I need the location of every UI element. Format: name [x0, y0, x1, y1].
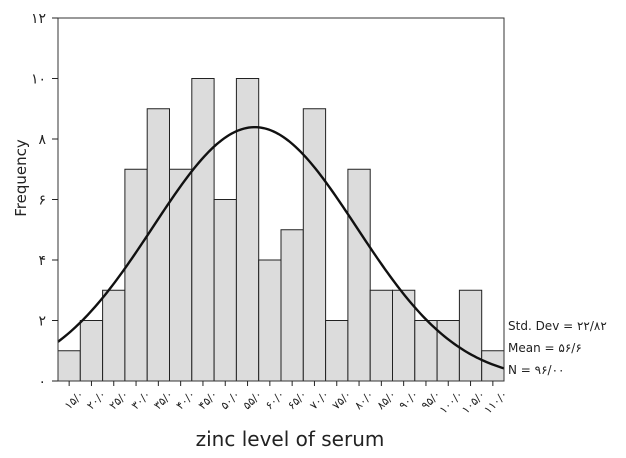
histogram-bar [258, 259, 282, 382]
x-tick-label: ۷۰/۰ [307, 388, 331, 412]
x-tick-label: ۲۰/۰ [84, 388, 108, 412]
x-tick-label: ۹۰/۰ [397, 388, 421, 412]
y-axis: ۰ ۲ ۴ ۶ ۸ ۱۰ ۱۲ [31, 11, 58, 390]
x-tick-label: ۳۰/۰ [129, 388, 153, 412]
y-tick-label: ۱۰ [31, 72, 46, 88]
y-tick-label: ۸ [38, 132, 46, 148]
bars-layer [57, 78, 505, 382]
stat-mean: Mean = ۵۶/۶ [508, 341, 582, 355]
x-tick-label: ۸۵/۰ [374, 388, 398, 412]
histogram-bar [414, 320, 438, 382]
stat-n: N = ۹۶/۰۰ [508, 363, 564, 377]
histogram-bar [325, 320, 349, 382]
stat-std-dev: Std. Dev = ۲۲/۸۲ [508, 319, 607, 333]
x-tick-label: ۶۰/۰ [263, 388, 287, 412]
histogram-bar [369, 289, 394, 382]
histogram-bar [102, 289, 126, 382]
x-axis: ۱۵/۰۲۰/۰۲۵/۰۳۰/۰۳۵/۰۴۰/۰۴۵/۰۵۰/۰۵۵/۰۶۰/۰… [62, 381, 510, 416]
x-tick-label: ۷۵/۰ [330, 388, 354, 412]
x-tick-label: ۱۱۰/۰ [482, 388, 511, 417]
histogram-bar [347, 168, 371, 382]
histogram-bar [436, 320, 460, 382]
histogram-bar [57, 350, 81, 382]
x-tick-label: ۲۵/۰ [107, 388, 131, 412]
histogram-bar [146, 108, 170, 382]
histogram-bar [79, 320, 104, 382]
histogram-bar [280, 229, 304, 382]
y-tick-label: ۴ [38, 253, 46, 269]
y-tick-label: ۰ [38, 374, 46, 390]
x-tick-label: ۴۰/۰ [174, 388, 198, 412]
x-tick-label: ۵۰/۰ [218, 388, 242, 412]
histogram-bar [458, 289, 483, 382]
histogram-bar [191, 78, 215, 382]
y-tick-label: ۱۲ [31, 11, 46, 27]
x-tick-label: ۱۵/۰ [62, 388, 86, 412]
x-tick-label: ۸۰/۰ [352, 388, 376, 412]
histogram-bar [481, 350, 505, 382]
histogram-bar [235, 78, 260, 382]
x-tick-label: ۱۰۰/۰ [437, 388, 466, 417]
x-tick-label: ۳۵/۰ [151, 388, 175, 412]
histogram-bar [124, 168, 148, 382]
x-axis-label: zinc level of serum [196, 427, 385, 451]
y-tick-label: ۶ [38, 193, 46, 209]
histogram-bar [302, 108, 327, 382]
normal-curve [57, 125, 505, 370]
y-tick-label: ۲ [38, 314, 46, 330]
x-tick-label: ۶۵/۰ [285, 388, 309, 412]
histogram-bar [213, 199, 237, 382]
y-axis-label: Frequency [12, 139, 30, 217]
x-tick-label: ۱۰۵/۰ [459, 388, 488, 417]
x-tick-label: ۴۵/۰ [196, 388, 220, 412]
x-tick-label: ۵۵/۰ [240, 388, 264, 412]
histogram-bar [169, 168, 193, 382]
